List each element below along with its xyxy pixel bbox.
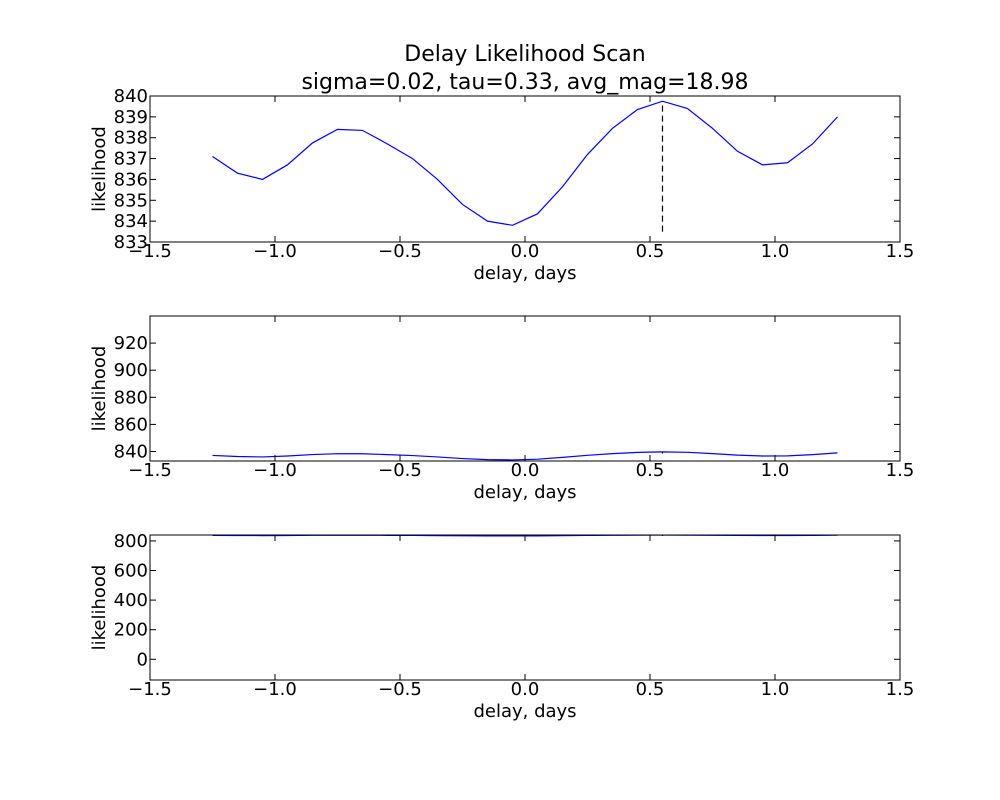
plot-frame <box>149 315 901 462</box>
x-tick-label: 0.0 <box>511 679 540 700</box>
y-tick-label: 920 <box>114 333 148 354</box>
x-tick-label: −0.5 <box>378 460 422 481</box>
panels: −1.5 −1.0 −0.5 0.0 0.5 1.0 1.58338348358368378… <box>89 86 914 722</box>
y-tick-label: 400 <box>114 590 148 611</box>
x-tick-label: −0.5 <box>378 679 422 700</box>
x-tick-label: −1.5 <box>128 679 172 700</box>
y-tick-label: 837 <box>114 149 148 170</box>
y-tick-label: 200 <box>114 620 148 641</box>
x-tick-label: −1.5 <box>128 460 172 481</box>
x-axis-label: delay, days <box>473 482 576 503</box>
y-tick-label: 880 <box>114 387 148 408</box>
y-tick-label: 900 <box>114 360 148 381</box>
x-axis-label: delay, days <box>473 263 576 284</box>
y-tick-label: 836 <box>114 169 148 190</box>
y-tick-label: 839 <box>114 107 148 128</box>
chart-title: Delay Likelihood Scan <box>404 42 645 67</box>
y-tick-label: 860 <box>114 414 148 435</box>
y-tick-label: 800 <box>114 531 148 552</box>
x-tick-label: 1.5 <box>886 460 915 481</box>
x-tick-label: 1.5 <box>886 241 915 262</box>
panel-3: −1.5 −1.0 −0.5 0.0 0.5 1.0 1.5 0 200 400 600 800 del… <box>89 531 914 722</box>
x-tick-label: 1.0 <box>761 460 790 481</box>
panel-2: −1.5 −1.0 −0.5 0.0 0.5 1.0 1.5 840 860 880 900 920 d… <box>89 315 915 503</box>
y-tick-label: 835 <box>114 190 148 211</box>
y-tick-label: 833 <box>114 232 148 253</box>
x-tick-label: 0.5 <box>636 460 665 481</box>
likelihood-line <box>212 100 838 226</box>
x-tick-label: −1.0 <box>253 241 297 262</box>
x-tick-label: 0.0 <box>511 241 540 262</box>
x-tick-label: 0.5 <box>636 241 665 262</box>
x-tick-label: 1.0 <box>761 241 790 262</box>
x-tick-label: −1.0 <box>253 460 297 481</box>
x-tick-label: 1.5 <box>886 679 915 700</box>
y-tick-label: 840 <box>114 86 148 107</box>
x-tick-label: −1.0 <box>253 679 297 700</box>
y-tick-label: 834 <box>114 211 148 232</box>
y-tick-label: 838 <box>114 128 148 149</box>
panel-1: −1.5 −1.0 −0.5 0.0 0.5 1.0 1.58338348358368378… <box>89 86 914 284</box>
x-tick-label: 0.0 <box>511 460 540 481</box>
y-tick-label: 600 <box>114 561 148 582</box>
x-tick-label: −0.5 <box>378 241 422 262</box>
chart-subtitle: sigma=0.02, tau=0.33, avg_mag=18.98 <box>301 70 748 95</box>
y-tick-label: 0 <box>137 649 148 670</box>
x-tick-label: 1.0 <box>761 679 790 700</box>
y-axis-label: likelihood <box>89 126 110 212</box>
x-tick-label: −1.5 <box>128 241 172 262</box>
y-axis-label: likelihood <box>89 346 110 432</box>
y-axis-label: likelihood <box>89 565 110 651</box>
plot-frame <box>149 534 901 681</box>
y-tick-label: 840 <box>114 442 148 463</box>
x-tick-label: 0.5 <box>636 679 665 700</box>
x-axis-label: delay, days <box>473 701 576 722</box>
